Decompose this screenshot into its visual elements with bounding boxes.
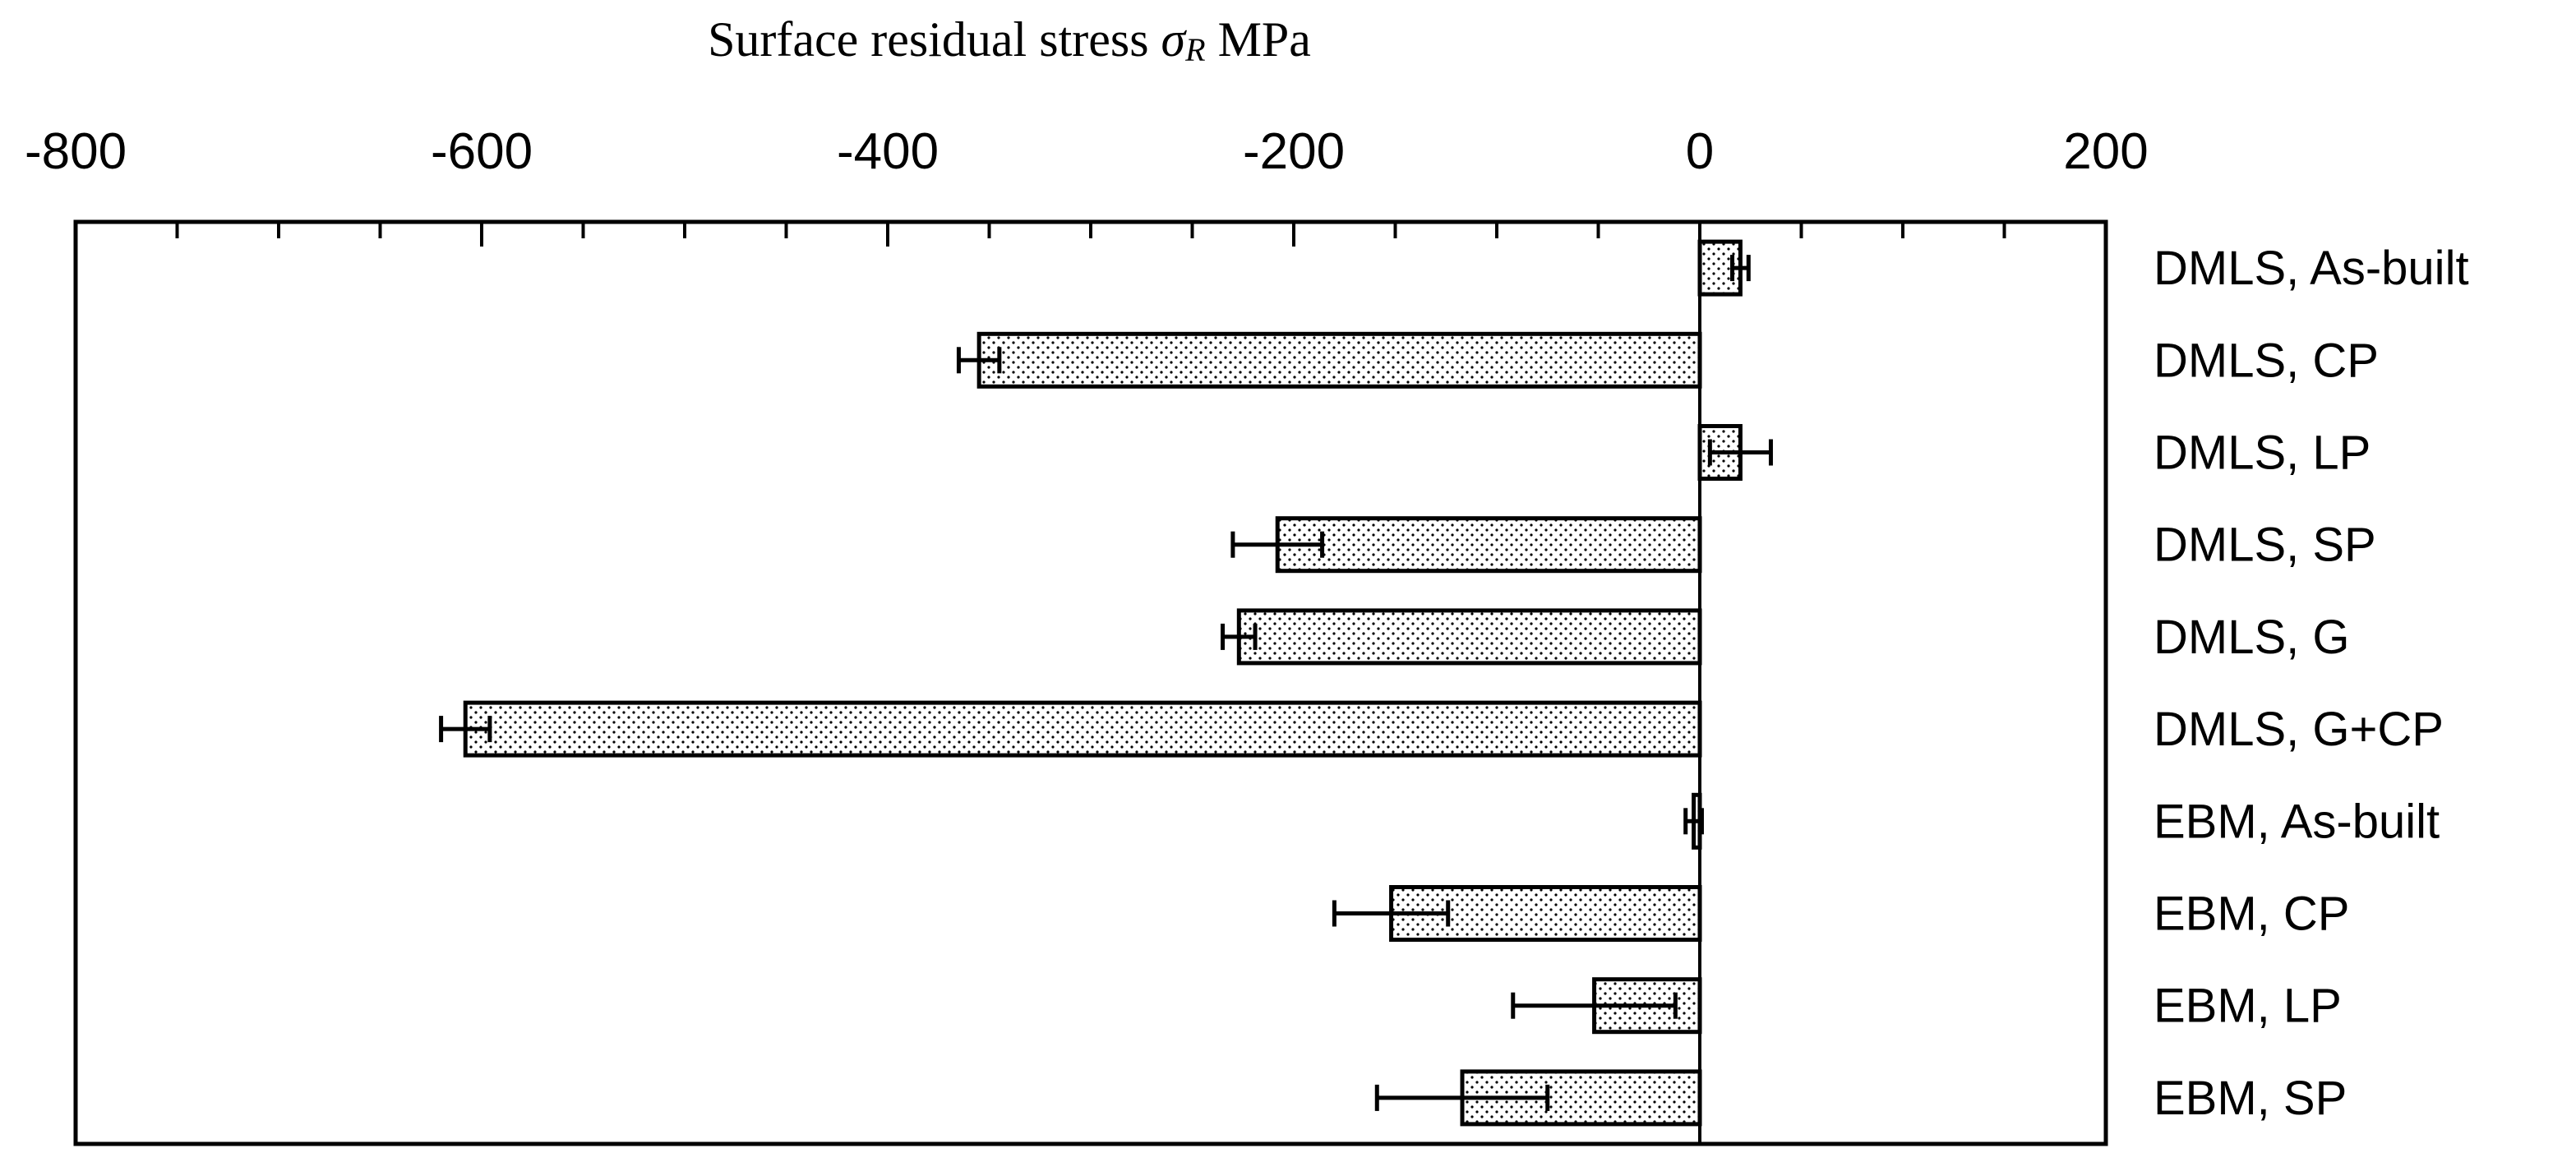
x-tick-label: 0 xyxy=(1686,123,1714,180)
category-label: DMLS, SP xyxy=(2154,519,2376,572)
bar xyxy=(1275,516,1702,574)
category-label: EBM, CP xyxy=(2154,888,2350,941)
x-axis-ticks xyxy=(74,222,2107,247)
category-label: EBM, SP xyxy=(2154,1072,2347,1125)
bar xyxy=(463,700,1702,758)
plot-frame xyxy=(73,219,2108,1146)
category-label: DMLS, CP xyxy=(2154,334,2379,387)
x-tick-labels: -800 -600 -400 -200 0 200 xyxy=(25,123,2149,180)
x-tick-label: -200 xyxy=(1243,123,1345,180)
x-tick-label: 200 xyxy=(2063,123,2148,180)
x-tick-label: -800 xyxy=(25,123,127,180)
category-label: DMLS, G+CP xyxy=(2154,703,2444,756)
x-tick-label: -600 xyxy=(431,123,533,180)
category-label: DMLS, As-built xyxy=(2154,242,2469,295)
error-bars xyxy=(439,255,1773,1111)
x-axis-title: Surface residual stress σR MPa xyxy=(708,12,1311,68)
category-label: DMLS, LP xyxy=(2154,427,2371,480)
bars xyxy=(463,239,1743,1127)
category-label: DMLS, G xyxy=(2154,611,2350,664)
bar xyxy=(976,331,1702,389)
category-label: EBM, LP xyxy=(2154,980,2342,1033)
bar xyxy=(1236,608,1702,666)
x-tick-label: -400 xyxy=(837,123,939,180)
category-label: EBM, As-built xyxy=(2154,795,2440,848)
category-labels: DMLS, As-built DMLS, CP DMLS, LP DMLS, SP DM… xyxy=(2154,242,2469,1125)
